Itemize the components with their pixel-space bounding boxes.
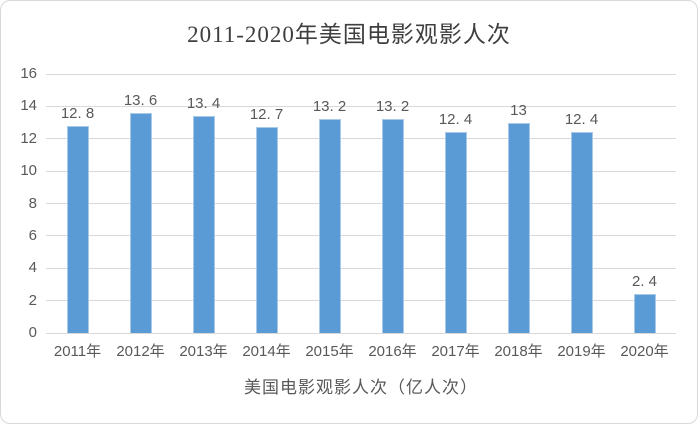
y-tick-label-16: 16 xyxy=(20,65,37,82)
x-tick-label-2016: 2016年 xyxy=(368,343,417,360)
x-tick-label-2017: 2017年 xyxy=(431,343,480,360)
y-tick-label-6: 6 xyxy=(28,226,37,244)
bar-2011 xyxy=(66,125,89,333)
x-tick-label-2015: 2015年 xyxy=(305,343,354,360)
gridline-y-16 xyxy=(46,73,676,75)
bar-2017 xyxy=(444,132,467,333)
gridline-y-12 xyxy=(46,138,676,140)
bar-value-label-2011: 12. 8 xyxy=(60,104,95,122)
bar-value-label-2013: 13. 4 xyxy=(186,95,221,113)
gridline-y-0 xyxy=(46,332,676,334)
chart-title: 2011-2020年美国电影观影人次 xyxy=(187,22,511,47)
bar-value-label-2019: 12. 4 xyxy=(564,111,599,129)
gridline-y-4 xyxy=(46,267,676,269)
gridline-y-10 xyxy=(46,170,676,172)
bar-2019 xyxy=(570,132,593,333)
gridline-y-6 xyxy=(46,235,676,237)
x-tick-label-2014: 2014年 xyxy=(242,343,291,360)
bar-2012 xyxy=(129,112,152,333)
x-tick-label-2020: 2020年 xyxy=(620,343,669,360)
y-tick-label-12: 12 xyxy=(20,129,37,147)
bar-value-label-2014: 12. 7 xyxy=(249,106,284,124)
bar-value-label-2018: 13 xyxy=(510,101,527,119)
y-tick-label-0: 0 xyxy=(28,324,37,341)
gridline-y-14 xyxy=(46,105,676,107)
bar-2018 xyxy=(507,122,530,333)
x-axis-title: 美国电影观影人次（亿人次） xyxy=(244,378,478,397)
bar-2013 xyxy=(192,116,215,333)
gridline-y-8 xyxy=(46,203,676,204)
bar-value-label-2020: 2. 4 xyxy=(631,273,658,291)
x-tick-label-2013: 2013年 xyxy=(179,343,228,360)
x-tick-label-2011: 2011年 xyxy=(53,343,102,360)
y-tick-label-8: 8 xyxy=(28,194,37,212)
bar-value-label-2017: 12. 4 xyxy=(438,111,473,129)
y-tick-label-10: 10 xyxy=(20,162,37,180)
plot-area: 12. 8 13. 6 13. 4 12. 7 13. 2 13. 2 12. 4 13 12.… xyxy=(46,73,676,334)
bar-2020 xyxy=(633,294,656,333)
gridline-y-2 xyxy=(46,300,676,302)
y-tick-label-14: 14 xyxy=(20,97,37,115)
bar-2015 xyxy=(318,119,341,333)
bar-2016 xyxy=(381,119,404,333)
y-tick-label-2: 2 xyxy=(28,291,37,309)
x-tick-label-2019: 2019年 xyxy=(557,343,606,360)
bar-value-label-2012: 13. 6 xyxy=(123,91,158,109)
y-tick-label-4: 4 xyxy=(28,259,37,277)
bar-value-label-2015: 13. 2 xyxy=(312,98,347,116)
bar-2014 xyxy=(255,127,278,333)
x-tick-label-2012: 2012年 xyxy=(116,343,165,360)
bar-value-label-2016: 13. 2 xyxy=(375,98,410,116)
x-tick-label-2018: 2018年 xyxy=(494,343,543,360)
